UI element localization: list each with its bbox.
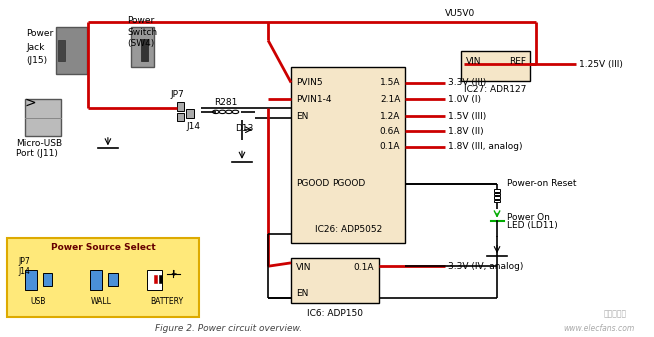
Bar: [131, 27, 154, 67]
Text: www.elecfans.com: www.elecfans.com: [563, 324, 634, 333]
Bar: [291, 67, 405, 243]
Text: PVIN1-4: PVIN1-4: [296, 95, 332, 104]
Text: USB: USB: [30, 297, 46, 306]
Text: PGOOD: PGOOD: [296, 179, 330, 188]
Text: BATTERY: BATTERY: [150, 297, 183, 306]
Text: VIN: VIN: [296, 264, 312, 272]
Text: 3.3V (III): 3.3V (III): [448, 78, 486, 87]
Bar: [461, 51, 530, 81]
Text: JP7: JP7: [18, 257, 30, 266]
Text: LED (LD11): LED (LD11): [507, 221, 558, 230]
Text: Micro-USB: Micro-USB: [16, 139, 63, 148]
Text: Figure 2. Power circuit overview.: Figure 2. Power circuit overview.: [156, 324, 302, 333]
Circle shape: [61, 44, 81, 54]
Text: EN: EN: [296, 112, 309, 121]
Text: 0.6A: 0.6A: [380, 127, 400, 136]
Text: Jack: Jack: [26, 43, 44, 52]
Text: EN: EN: [296, 289, 309, 298]
Circle shape: [226, 110, 232, 114]
Circle shape: [219, 110, 226, 114]
Text: Power: Power: [128, 16, 155, 25]
Text: REF: REF: [509, 57, 526, 66]
Text: 0.1A: 0.1A: [380, 142, 400, 151]
Bar: [494, 189, 500, 192]
Bar: [43, 273, 52, 286]
Text: JP7: JP7: [170, 90, 184, 99]
Bar: [58, 40, 65, 61]
Text: Power-on Reset: Power-on Reset: [507, 179, 576, 188]
Text: Power: Power: [26, 29, 54, 38]
Bar: [177, 102, 184, 111]
Text: 1.5A: 1.5A: [380, 78, 400, 87]
Bar: [159, 275, 162, 283]
Text: (SW4): (SW4): [128, 39, 155, 48]
Text: 3.3V (IV, analog): 3.3V (IV, analog): [448, 262, 523, 271]
Text: VU5V0: VU5V0: [445, 9, 475, 18]
Text: 电子发烧友: 电子发烧友: [603, 309, 627, 318]
Text: 1.5V (III): 1.5V (III): [448, 112, 486, 121]
Text: J14: J14: [186, 122, 200, 131]
Bar: [494, 193, 500, 195]
Text: Port (J11): Port (J11): [16, 149, 58, 158]
Text: 1.8V (II): 1.8V (II): [448, 127, 483, 136]
Circle shape: [232, 110, 239, 114]
Text: Power On: Power On: [507, 213, 550, 222]
Bar: [147, 270, 162, 290]
Text: PGOOD: PGOOD: [332, 179, 365, 188]
Text: IC27: ADR127: IC27: ADR127: [464, 85, 526, 94]
Bar: [7, 238, 199, 317]
Text: J14: J14: [18, 267, 30, 276]
Text: PVIN5: PVIN5: [296, 78, 323, 87]
Text: Power Source Select: Power Source Select: [50, 243, 156, 252]
Bar: [291, 258, 379, 303]
Text: Switch: Switch: [128, 28, 158, 36]
Bar: [25, 99, 61, 136]
Text: IC26: ADP5052: IC26: ADP5052: [315, 225, 382, 234]
Text: 1.25V (III): 1.25V (III): [579, 60, 623, 68]
Bar: [141, 39, 148, 61]
Text: WALL: WALL: [91, 297, 112, 306]
Bar: [56, 27, 87, 74]
Bar: [494, 196, 500, 199]
Bar: [25, 270, 37, 290]
Text: (J15): (J15): [26, 56, 47, 65]
Text: VIN: VIN: [466, 57, 482, 66]
Text: D13: D13: [235, 124, 254, 133]
Text: +: +: [170, 269, 177, 278]
Circle shape: [213, 110, 219, 114]
Text: IC6: ADP150: IC6: ADP150: [307, 309, 363, 318]
Bar: [494, 200, 500, 202]
Circle shape: [163, 268, 184, 279]
Bar: [108, 273, 118, 286]
Text: 2.1A: 2.1A: [380, 95, 400, 104]
Bar: [186, 109, 194, 118]
Text: 1.0V (I): 1.0V (I): [448, 95, 481, 104]
Text: 1.2A: 1.2A: [380, 112, 400, 121]
Bar: [177, 113, 184, 121]
Text: 1.8V (III, analog): 1.8V (III, analog): [448, 142, 523, 151]
Bar: [154, 275, 157, 283]
Text: R281: R281: [214, 98, 237, 107]
Text: 0.1A: 0.1A: [354, 264, 374, 272]
Bar: [90, 270, 102, 290]
Text: >: >: [25, 96, 37, 110]
